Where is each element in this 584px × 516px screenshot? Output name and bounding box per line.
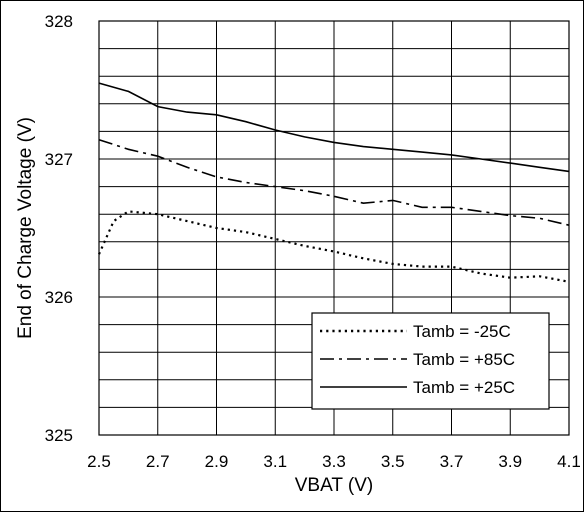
- x-tick-label: 3.3: [322, 452, 346, 471]
- series-line-0: [97, 210, 570, 283]
- x-tick-label: 3.1: [263, 452, 287, 471]
- plot-area-border: [98, 20, 570, 436]
- legend-label-2: Tamb = +25C: [413, 378, 515, 397]
- x-tick-label: 2.7: [146, 452, 170, 471]
- x-tick-label: 4.1: [557, 452, 581, 471]
- y-tick-label: 328: [45, 12, 73, 31]
- legend-label-1: Tamb = +85C: [413, 350, 515, 369]
- legend-label-0: Tamb = -25C: [413, 322, 511, 341]
- series-layer: [97, 82, 570, 283]
- x-tick-label: 3.7: [440, 452, 464, 471]
- x-tick-label: 2.5: [87, 452, 111, 471]
- x-tick-label: 3.5: [381, 452, 405, 471]
- series-line-2: [98, 82, 570, 173]
- tick-layer: 2.5 2.7 2.9 3.1 3.3 3.5 3.7 3.9 4.1 325 326 327 328: [45, 12, 581, 471]
- x-tick-label: 2.9: [205, 452, 229, 471]
- y-tick-label: 326: [45, 288, 73, 307]
- legend-box: [311, 312, 550, 410]
- y-axis-label: End of Charge Voltage (V): [15, 117, 36, 339]
- series-line-1: [98, 138, 570, 226]
- x-tick-label: 3.9: [498, 452, 522, 471]
- y-tick-label: 325: [45, 426, 73, 445]
- x-axis-label: VBAT (V): [295, 475, 373, 496]
- y-tick-label: 327: [45, 150, 73, 169]
- legend: Tamb = -25C Tamb = +85C Tamb = +25C: [311, 312, 550, 410]
